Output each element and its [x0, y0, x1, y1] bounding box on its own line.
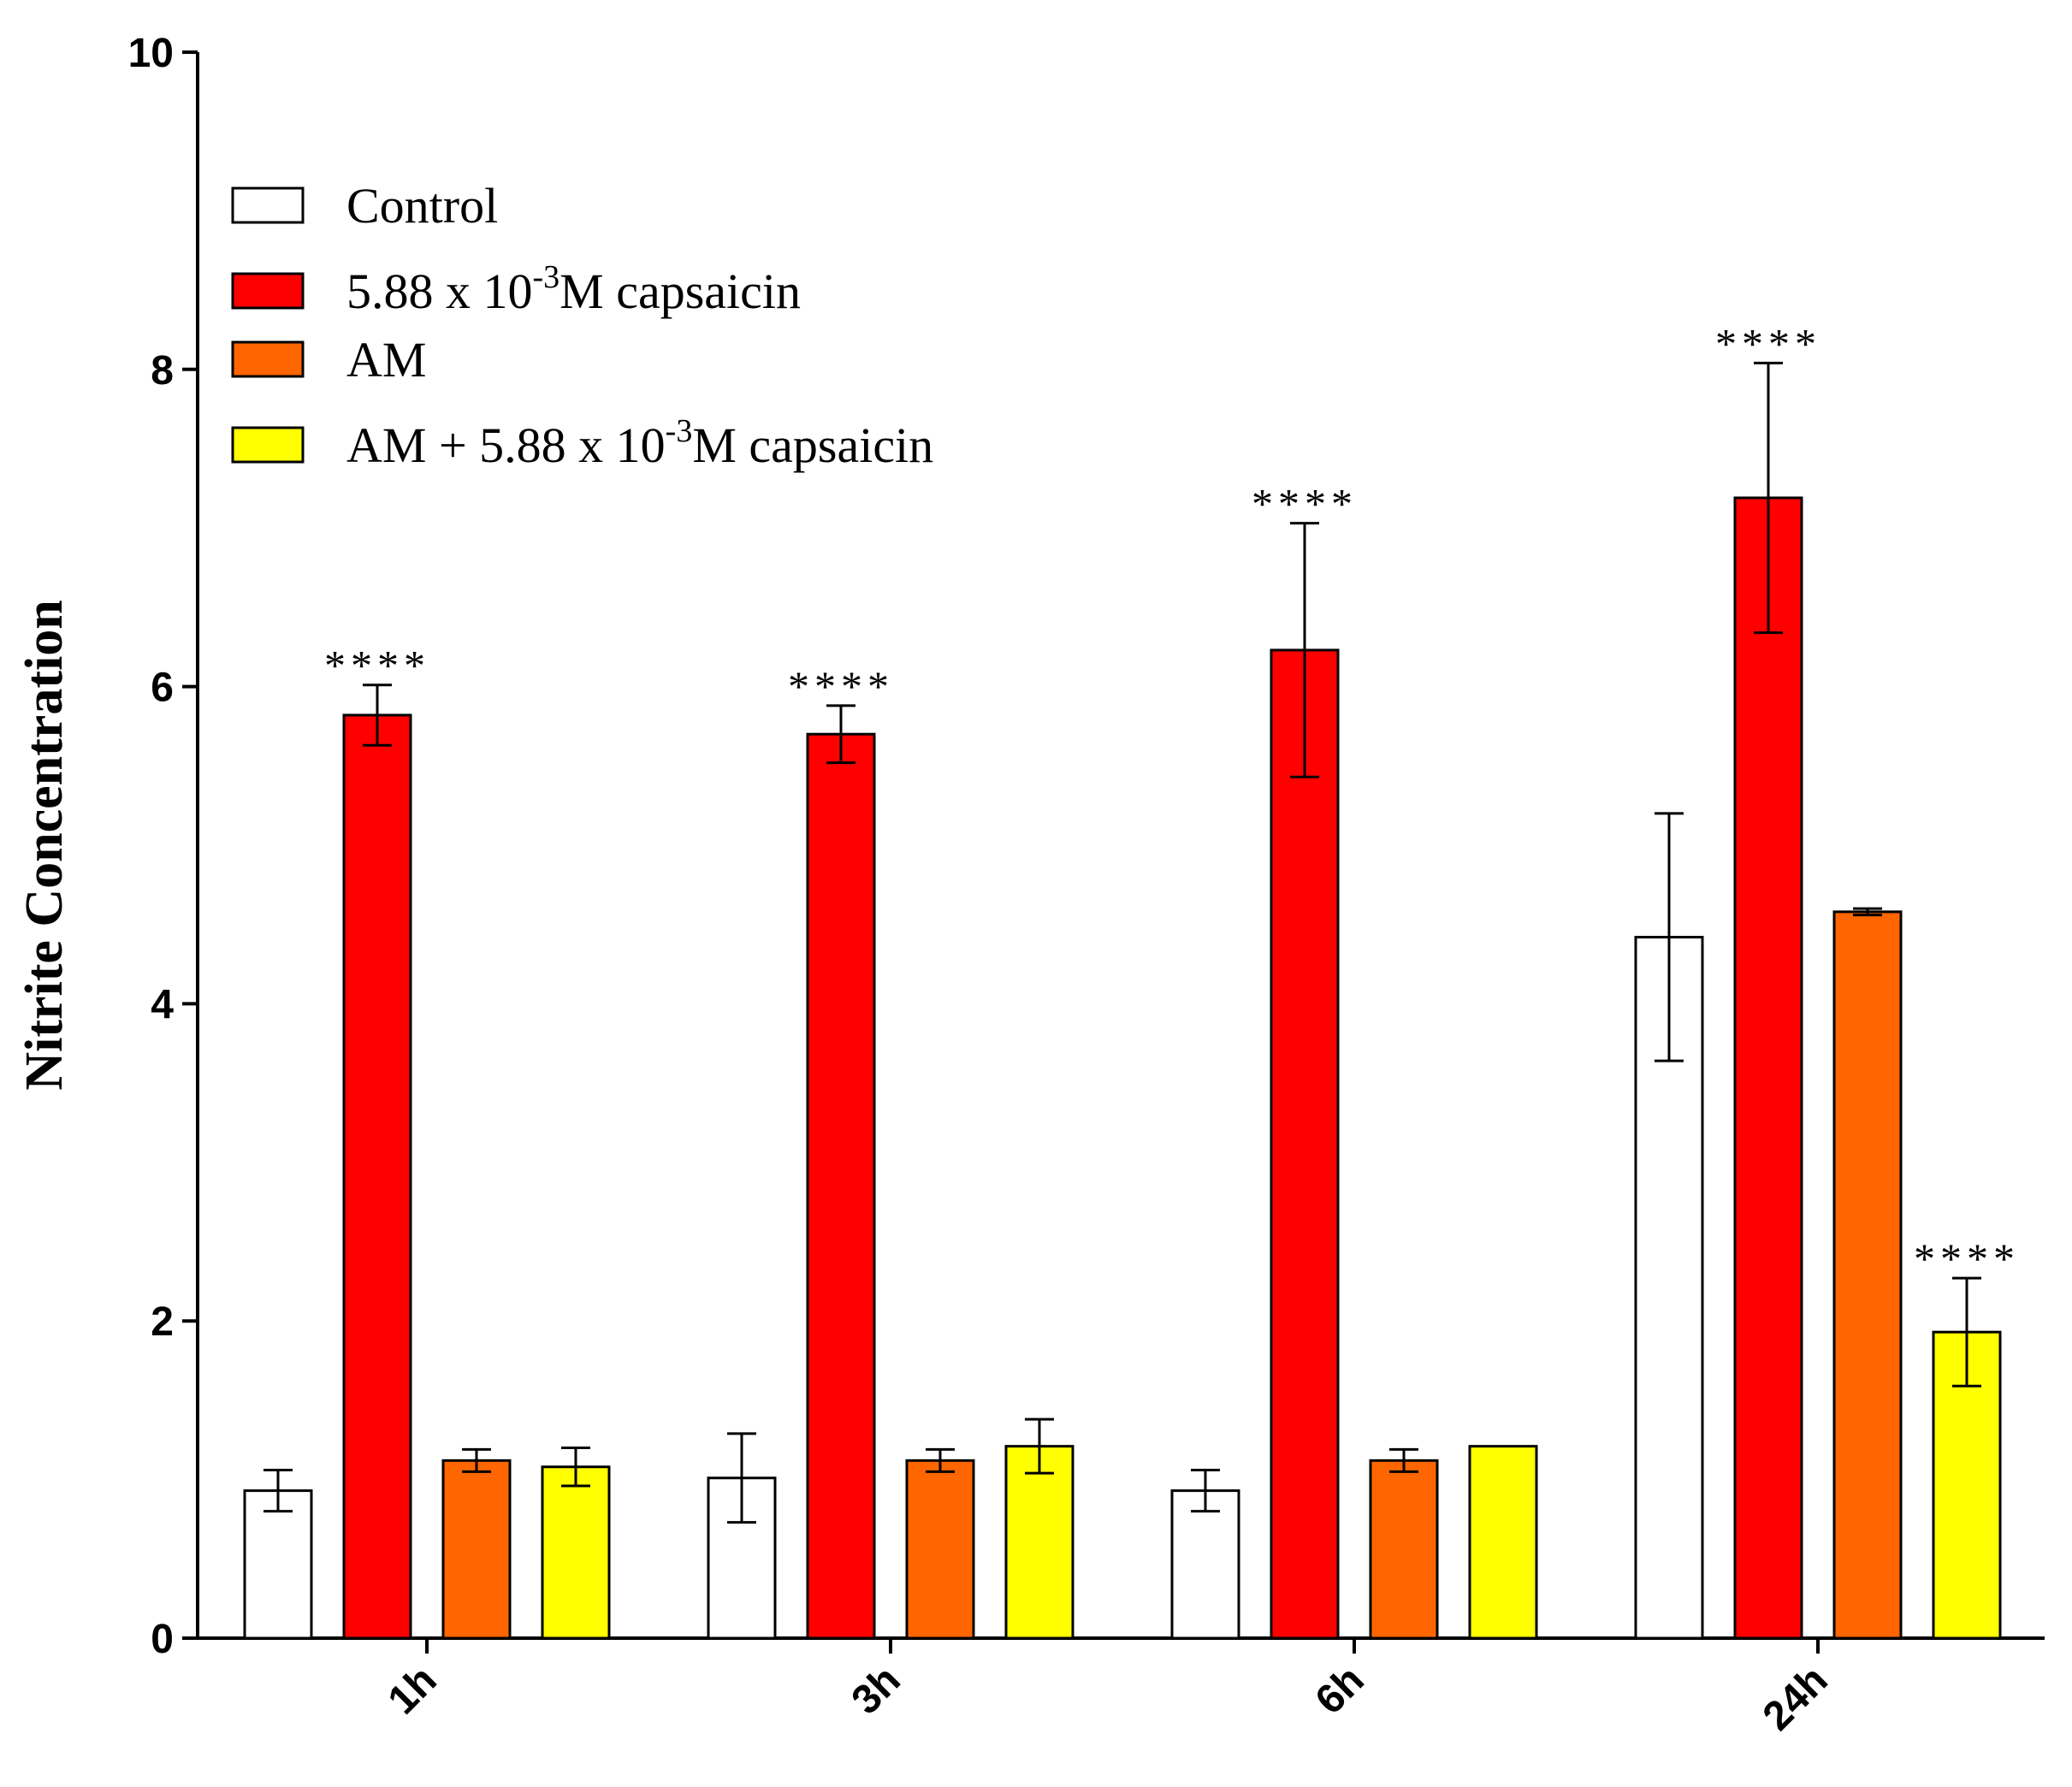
bar	[1832, 910, 1903, 1640]
legend-label: Control	[346, 178, 498, 234]
x-tick-label: 3h	[844, 1657, 909, 1723]
x-tick-label: 24h	[1755, 1657, 1837, 1739]
y-tick-label: 8	[151, 348, 174, 393]
legend-swatch	[231, 272, 305, 310]
y-tick-label: 10	[128, 31, 174, 76]
legend-label: AM + 5.88 x 10-3M capsaicin	[346, 413, 933, 473]
y-axis-title: Nitrite Concentration	[15, 600, 74, 1090]
y-tick-label: 4	[151, 982, 174, 1027]
bar	[1004, 1445, 1074, 1640]
y-tick-label: 6	[151, 666, 174, 711]
legend-label-main: AM + 5.88 x 10	[346, 417, 666, 473]
x-tick-label: 6h	[1307, 1657, 1373, 1723]
significance-stars: ****	[1715, 319, 1821, 367]
bar	[441, 1459, 512, 1640]
legend-label: AM	[346, 332, 426, 388]
significance-stars: ****	[788, 662, 894, 710]
bar	[541, 1465, 611, 1640]
bar	[1733, 496, 1803, 1640]
x-tick-label: 1h	[380, 1657, 446, 1723]
legend-label-exponent: -3	[666, 413, 693, 449]
legend-label-exponent: -3	[533, 259, 560, 295]
bar	[1170, 1489, 1240, 1640]
legend-swatch	[231, 426, 305, 464]
legend-label-unit: M capsaicin	[559, 263, 801, 319]
y-tick-label: 0	[151, 1617, 174, 1662]
bar	[806, 732, 876, 1640]
legend-swatch	[231, 340, 305, 378]
bar	[243, 1489, 313, 1640]
legend-label-unit: M capsaicin	[692, 417, 933, 473]
bar	[1468, 1445, 1538, 1640]
legend-label-main: 5.88 x 10	[346, 263, 533, 319]
bar	[905, 1459, 975, 1640]
legend-swatch	[231, 186, 305, 224]
significance-stars: ****	[1914, 1234, 2020, 1282]
plot-area: 0 2 4 6 8 10 **** 1h **** 3h **** 6h **** **** 24h	[128, 31, 2045, 1739]
legend-label: 5.88 x 10-3M capsaicin	[346, 259, 801, 319]
y-tick-label: 2	[151, 1299, 174, 1345]
bar	[1270, 648, 1340, 1640]
significance-stars: ****	[324, 642, 430, 689]
significance-stars: ****	[1252, 480, 1358, 528]
bar	[342, 713, 412, 1640]
bar	[1369, 1459, 1439, 1640]
